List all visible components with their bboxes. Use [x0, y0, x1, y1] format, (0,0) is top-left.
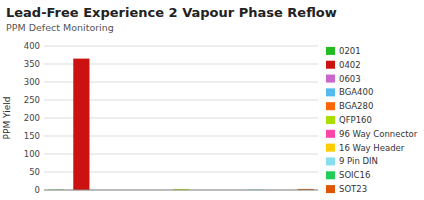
subtitle: PPM Defect Monitoring — [6, 22, 114, 33]
grid-line — [44, 46, 318, 47]
tick-label: 200 — [24, 113, 40, 123]
tick-label: 250 — [24, 95, 40, 105]
legend-entry: 0603 — [339, 74, 361, 84]
tick-label: 400 — [24, 41, 40, 51]
legend-swatch — [326, 144, 335, 152]
axis-line — [44, 190, 318, 191]
legend-swatch — [326, 171, 335, 179]
y-axis-label: PPM Yield — [2, 97, 12, 140]
legend-entry: QFP160 — [339, 115, 372, 125]
legend-swatch — [326, 130, 335, 138]
legend-swatch — [326, 185, 335, 193]
title: Lead-Free Experience 2 Vapour Phase Refl… — [6, 5, 337, 20]
tick-label: 0 — [35, 185, 40, 195]
legend-entry: SOIC16 — [339, 170, 370, 180]
tick-label: 350 — [24, 59, 40, 69]
legend: 0201 0402 0603 BGA400 BGA280 QFP160 96 Way Con… — [326, 46, 418, 194]
tick-label: 50 — [29, 167, 40, 177]
bars — [48, 59, 313, 190]
legend-swatch — [326, 88, 335, 96]
chart: Lead-Free Experience 2 Vapour Phase Refl… — [0, 0, 424, 200]
legend-swatch — [326, 61, 335, 69]
legend-swatch — [326, 47, 335, 55]
legend-entry: SOT23 — [339, 184, 367, 194]
legend-entry: 16 Way Header — [339, 143, 405, 153]
legend-swatch — [326, 157, 335, 165]
legend-entry: 0402 — [339, 60, 361, 70]
bar — [73, 59, 89, 190]
tick-label: 300 — [24, 77, 40, 87]
legend-swatch — [326, 75, 335, 83]
legend-entry: 9 Pin DIN — [339, 156, 378, 166]
legend-entry: BGA400 — [339, 87, 373, 97]
grid-line — [44, 190, 318, 191]
tick-label: 100 — [24, 149, 40, 159]
legend-entry: 0201 — [339, 46, 361, 56]
legend-entry: 96 Way Connector — [339, 129, 418, 139]
legend-entry: BGA280 — [339, 101, 373, 111]
legend-swatch — [326, 116, 335, 124]
legend-swatch — [326, 102, 335, 110]
tick-label: 150 — [24, 131, 40, 141]
